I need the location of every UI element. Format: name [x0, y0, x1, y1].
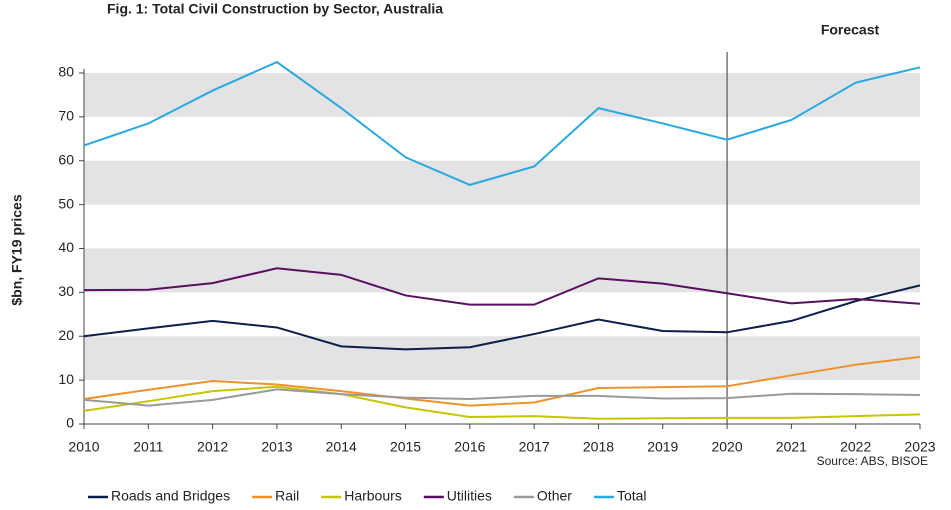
y-tick-label: 10: [58, 371, 74, 387]
x-tick-label: 2021: [776, 439, 807, 455]
x-tick-label: 2016: [454, 439, 485, 455]
x-tick-label: 2013: [261, 439, 292, 455]
x-tick-label: 2023: [904, 439, 935, 455]
series-line: [83, 267, 921, 306]
x-tick-label: 2019: [647, 439, 678, 455]
y-tick-label: 0: [66, 415, 74, 431]
legend-label: Harbours: [344, 488, 402, 504]
legend-label: Total: [617, 488, 647, 504]
legend-label: Other: [537, 488, 572, 504]
source-note: Source: ABS, BISOE: [817, 454, 928, 468]
series-line: [83, 355, 921, 407]
y-tick-label: 50: [58, 195, 74, 211]
x-tick-label: 2012: [197, 439, 228, 455]
grid-band: [84, 73, 920, 117]
x-tick-label: 2018: [583, 439, 614, 455]
x-tick-label: 2010: [68, 439, 99, 455]
x-tick-label: 2011: [133, 439, 163, 455]
y-axis-label: $bn, FY19 prices: [9, 194, 25, 305]
chart-title: Fig. 1: Total Civil Construction by Sect…: [107, 1, 443, 17]
legend-label: Roads and Bridges: [111, 488, 230, 504]
y-tick-label: 80: [58, 64, 74, 80]
series-line: [83, 385, 921, 420]
y-tick-label: 40: [58, 239, 74, 255]
y-tick-label: 60: [58, 151, 74, 167]
grid-band: [84, 248, 920, 293]
x-tick-label: 2022: [840, 439, 871, 455]
x-tick-label: 2014: [326, 439, 357, 455]
y-tick-label: 20: [58, 327, 74, 343]
x-tick-label: 2015: [390, 439, 421, 455]
grid-band: [84, 160, 920, 205]
annotation: Forecast: [821, 22, 880, 38]
series-line: [83, 388, 921, 407]
legend-label: Rail: [275, 488, 299, 504]
series-line: [83, 284, 921, 351]
series-line: [83, 60, 921, 186]
x-tick-label: 2017: [519, 439, 550, 455]
y-tick-label: 30: [58, 283, 74, 299]
x-tick-label: 2020: [711, 439, 742, 455]
y-tick-label: 70: [58, 108, 74, 124]
grid-band: [84, 336, 920, 381]
legend-label: Utilities: [447, 488, 492, 504]
